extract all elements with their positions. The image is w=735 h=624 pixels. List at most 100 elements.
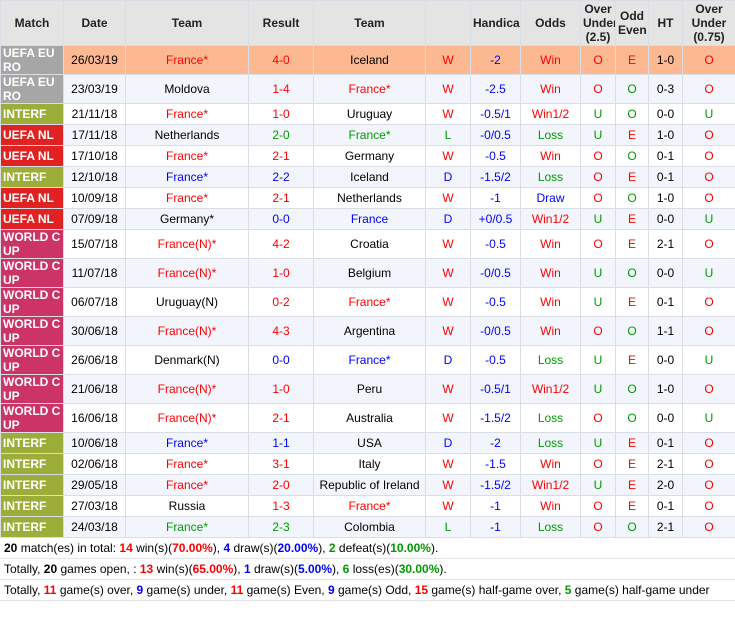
row: INTERF 10/06/18 France* 1-1 USA D -2 Loss U E 0-1 O xyxy=(0,432,735,454)
cell: U xyxy=(580,208,616,230)
cell: 23/03/19 xyxy=(63,74,126,104)
cell: Argentina xyxy=(313,316,426,346)
cell: 0-0 xyxy=(648,403,683,433)
cell: -0.5/1 xyxy=(470,374,521,404)
cell: 17/11/18 xyxy=(63,124,126,146)
summary-text: game(s) under, xyxy=(143,583,231,597)
cell: 4-3 xyxy=(248,316,314,346)
row: UEFA EURO 23/03/19 Moldova 1-4 France* W -2.5 W… xyxy=(0,74,735,104)
summary-text: 5 xyxy=(564,583,572,597)
cell: 1-0 xyxy=(648,124,683,146)
summary-line: Totally, 20 games open, : 13 win(s)(65.0… xyxy=(0,559,735,580)
header: MatchDateTeamResultTeamHandicapOddsOver … xyxy=(0,0,735,46)
cell: 1-0 xyxy=(248,103,314,125)
summary-text: ), xyxy=(212,541,224,555)
cell: UEFA NL xyxy=(0,145,64,167)
cell: W xyxy=(425,374,471,404)
cell: Win xyxy=(520,74,581,104)
cell: Loss xyxy=(520,345,581,375)
cell: Loss xyxy=(520,516,581,538)
cell: Win xyxy=(520,45,581,75)
cell: 21/11/18 xyxy=(63,103,126,125)
cell: UEFA NL xyxy=(0,187,64,209)
cell: 0-0 xyxy=(248,345,314,375)
cell: WORLD CUP xyxy=(0,403,64,433)
cell: WORLD CUP xyxy=(0,287,64,317)
summary-line: Totally, 11 game(s) over, 9 game(s) unde… xyxy=(0,580,735,601)
row: INTERF 29/05/18 France* 2-0 Republic of Irel… xyxy=(0,474,735,496)
cell: O xyxy=(615,374,649,404)
cell: UEFA NL xyxy=(0,208,64,230)
cell: Loss xyxy=(520,166,581,188)
cell: O xyxy=(615,103,649,125)
cell: 2-1 xyxy=(248,403,314,433)
cell: Loss xyxy=(520,124,581,146)
cell: E xyxy=(615,229,649,259)
cell: U xyxy=(580,124,616,146)
cell: -1.5/2 xyxy=(470,474,521,496)
cell: 2-1 xyxy=(248,187,314,209)
summary-text: ). xyxy=(430,541,439,555)
summary: 20 match(es) in total: 14 win(s)(70.00%)… xyxy=(0,538,735,601)
cell: -0.5/1 xyxy=(470,103,521,125)
cell: Win xyxy=(520,145,581,167)
cell: 2-1 xyxy=(648,453,683,475)
cell: France* xyxy=(125,103,249,125)
summary-text: 14 xyxy=(119,541,133,555)
cell: 10/09/18 xyxy=(63,187,126,209)
row: UEFA NL 17/10/18 France* 2-1 Germany W -0.5 Win… xyxy=(0,145,735,167)
cell: E xyxy=(615,432,649,454)
cell: INTERF xyxy=(0,516,64,538)
cell: E xyxy=(615,345,649,375)
cell: France* xyxy=(125,145,249,167)
cell: O xyxy=(615,316,649,346)
cell: E xyxy=(615,474,649,496)
cell: 0-1 xyxy=(648,432,683,454)
cell: 17/10/18 xyxy=(63,145,126,167)
summary-text: draw(s)( xyxy=(250,562,298,576)
cell: E xyxy=(615,287,649,317)
cell: 0-1 xyxy=(648,495,683,517)
cell: W xyxy=(425,103,471,125)
cell: -0.5 xyxy=(470,345,521,375)
summary-text: 6 xyxy=(342,562,350,576)
cell: -0.5 xyxy=(470,145,521,167)
summary-text: 70.00% xyxy=(172,541,213,555)
cell: 0-1 xyxy=(648,166,683,188)
cell: U xyxy=(580,432,616,454)
cell: U xyxy=(580,374,616,404)
cell: O xyxy=(682,474,735,496)
summary-text: win(s)( xyxy=(153,562,193,576)
cell: O xyxy=(682,495,735,517)
cell: INTERF xyxy=(0,474,64,496)
cell: -1 xyxy=(470,495,521,517)
cell: France* xyxy=(125,453,249,475)
cell: O xyxy=(580,516,616,538)
cell: E xyxy=(615,495,649,517)
cell: W xyxy=(425,287,471,317)
cell: Belgium xyxy=(313,258,426,288)
cell: U xyxy=(682,403,735,433)
cell: 24/03/18 xyxy=(63,516,126,538)
cell: O xyxy=(682,229,735,259)
cell: -1.5/2 xyxy=(470,166,521,188)
cell: W xyxy=(425,495,471,517)
cell: 11/07/18 xyxy=(63,258,126,288)
header-cell: Over Under (2.5) xyxy=(580,0,616,46)
cell: 4-0 xyxy=(248,45,314,75)
cell: 0-0 xyxy=(648,103,683,125)
cell: U xyxy=(580,258,616,288)
summary-text: game(s) Even, xyxy=(243,583,328,597)
cell: U xyxy=(580,287,616,317)
cell: Uruguay(N) xyxy=(125,287,249,317)
cell: 0-0 xyxy=(648,345,683,375)
cell: Croatia xyxy=(313,229,426,259)
summary-text: 5.00% xyxy=(297,562,332,576)
cell: -2 xyxy=(470,432,521,454)
cell: O xyxy=(682,166,735,188)
cell: 1-1 xyxy=(248,432,314,454)
cell: Uruguay xyxy=(313,103,426,125)
cell: Loss xyxy=(520,432,581,454)
cell: 1-0 xyxy=(648,45,683,75)
